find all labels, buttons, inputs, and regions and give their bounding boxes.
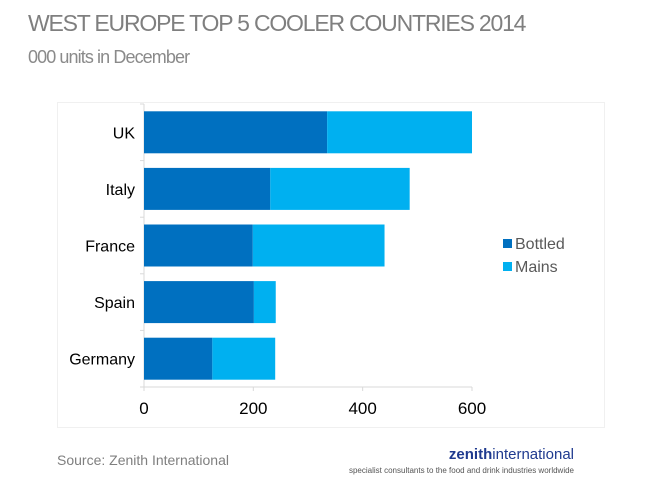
x-tick-label: 400 (348, 399, 376, 418)
chart-subtitle: 000 units in December (28, 47, 190, 67)
category-label: France (85, 239, 135, 256)
x-tick-label: 600 (458, 399, 486, 418)
legend-swatch-mains (503, 262, 512, 271)
brand-logo: zenithinternational (449, 446, 574, 463)
legend-label: Bottled (515, 236, 565, 253)
category-label: Spain (94, 295, 135, 312)
chart-frame (57, 102, 605, 428)
legend-swatch-bottled (503, 239, 512, 248)
bar-bottled-uk (144, 111, 328, 154)
source-note: Source: Zenith International (57, 452, 229, 468)
bar-mains-germany (212, 337, 276, 380)
bar-mains-italy (270, 167, 410, 210)
x-tick-label: 200 (239, 399, 267, 418)
legend-label: Mains (515, 259, 558, 276)
category-label: Germany (69, 352, 135, 369)
brand-bold: zenith (448, 446, 493, 463)
chart-title: WEST EUROPE TOP 5 COOLER COUNTRIES 2014 (28, 10, 526, 36)
brand-tagline: specialist consultants to the food and d… (348, 466, 574, 475)
bar-mains-spain (253, 281, 276, 324)
bar-bottled-italy (144, 167, 271, 210)
bar-mains-france (252, 224, 385, 267)
brand-regular: international (492, 446, 574, 463)
bar-bottled-germany (144, 337, 213, 380)
bar-mains-uk (327, 111, 472, 154)
category-label: Italy (106, 182, 135, 199)
bar-bottled-spain (144, 281, 254, 324)
x-tick-label: 0 (139, 399, 148, 418)
bar-bottled-france (144, 224, 253, 267)
category-label: UK (113, 125, 136, 142)
